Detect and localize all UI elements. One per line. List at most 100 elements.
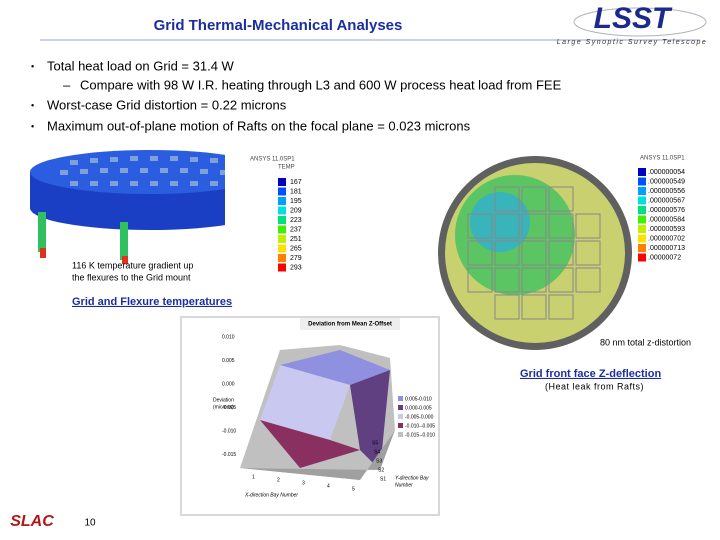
bay	[467, 213, 493, 239]
legend-label: 251	[290, 236, 302, 243]
bullet-marker: •	[31, 100, 34, 110]
legend-swatch	[638, 225, 646, 233]
legend-swatch	[278, 216, 286, 224]
legend-swatch	[398, 396, 403, 401]
caption-line: the flexures to the Grid mount	[72, 272, 191, 282]
caption: 80 nm total z-distortion	[600, 337, 691, 347]
bay	[467, 267, 493, 293]
legend-label: 237	[290, 226, 302, 233]
legend-label: 0.005-0.010	[405, 396, 432, 402]
legend-panel	[225, 150, 300, 280]
bay	[494, 294, 520, 320]
legend-panel	[634, 150, 718, 300]
depth-tick-label: S2	[378, 467, 384, 473]
legend-swatch	[398, 414, 403, 419]
legend-swatch	[278, 235, 286, 243]
surface-patch	[260, 420, 360, 468]
depth-axis-label: Y-direction Bay	[395, 475, 429, 481]
logo-subtitle: Large Synoptic Survey Telescope	[557, 39, 708, 46]
legend-label: .000000054	[648, 169, 685, 176]
legend-swatch	[638, 215, 646, 224]
bay	[548, 186, 574, 212]
depth-tick-label: S4	[374, 449, 380, 455]
face-contour	[470, 192, 530, 252]
legend-swatch	[278, 225, 286, 234]
y-tick-label: 0.005	[222, 358, 235, 364]
legend-swatch	[638, 177, 646, 186]
bullet-text: Total heat load on Grid = 31.4 W	[47, 58, 235, 73]
x-tick-label: 3	[302, 480, 305, 486]
bullet-marker: •	[31, 121, 34, 131]
legend-swatch	[278, 187, 286, 196]
plot-floor	[240, 430, 395, 480]
bay	[494, 186, 520, 212]
figure-link[interactable]: Grid front face Z-deflection	[520, 368, 661, 380]
legend-label: 265	[290, 245, 302, 252]
thermal-figure: ANSYS 11.0SP1 TEMP 167 181 195 209 223 237 251…	[30, 150, 302, 308]
legend-label: .000000584	[648, 216, 685, 223]
y-tick-label: -0.015	[222, 452, 236, 458]
bay	[575, 240, 601, 266]
legend-label: .000000556	[648, 188, 685, 195]
legend-label: .000000567	[648, 197, 685, 204]
bay	[548, 240, 574, 266]
bullet-marker: –	[63, 77, 71, 92]
bay	[575, 267, 601, 293]
thermal-legend: 167 181 195 209 223 237 251 265 279 293	[278, 178, 302, 272]
bullet-marker: •	[31, 61, 34, 71]
y-axis-label: (microns)	[213, 404, 234, 410]
bay-grid	[467, 186, 601, 320]
bay	[521, 213, 547, 239]
legend-label: .000000576	[648, 207, 685, 214]
legend-swatch	[398, 432, 403, 437]
chart-title: Deviation from Mean Z-Offset	[308, 322, 392, 328]
legend-swatch	[398, 423, 403, 428]
legend-swatch	[278, 254, 286, 262]
chart-legend: 0.005-0.010 0.000-0.005 -0.005-0.000 -0.010…	[398, 396, 435, 438]
legend-label: -0.005-0.000	[405, 414, 434, 420]
figure-link[interactable]: Grid and Flexure temperatures	[72, 296, 232, 308]
depth-axis-label: Number	[395, 482, 413, 488]
bay	[521, 267, 547, 293]
legend-swatch	[638, 196, 646, 205]
legend-label: -0.010--0.005	[405, 423, 435, 429]
legend-swatch	[638, 187, 646, 195]
legend-label: -0.015--0.010	[405, 432, 435, 438]
legend-label: .000000593	[648, 226, 685, 233]
surface-patch	[280, 350, 390, 385]
deflection-legend: .000000054 .000000549 .000000556 .000000567…	[638, 168, 685, 262]
y-tick-label: -0.005	[222, 405, 236, 411]
legend-label: .000000713	[648, 245, 685, 252]
legend-label: 223	[290, 217, 302, 224]
x-tick-label: 2	[277, 477, 280, 483]
software-label: ANSYS 11.0SP1	[250, 157, 295, 163]
bay	[548, 213, 574, 239]
y-tick-label: 0.010	[222, 334, 235, 340]
y-tick-label: -0.010	[222, 428, 236, 434]
legend-swatch	[278, 206, 286, 215]
legend-label: 279	[290, 255, 302, 262]
software-label: ANSYS 11.0SP1	[640, 156, 685, 162]
bullet-text: Compare with 98 W I.R. heating through L…	[80, 77, 562, 92]
lsst-logo: LSST Large Synoptic Survey Telescope	[557, 2, 708, 46]
slide-number: 10	[84, 518, 96, 529]
surface-patch	[260, 365, 350, 440]
legend-swatch	[638, 234, 646, 243]
logo-swoosh	[573, 7, 707, 37]
bullet-text: Maximum out-of-plane motion of Rafts on …	[47, 118, 471, 133]
legend-swatch	[278, 197, 286, 205]
legend-label: 209	[290, 207, 302, 214]
surface-chart: Deviation from Mean Z-Offset 0.010 0.005 0…	[180, 316, 440, 516]
depth-tick-label: S5	[372, 440, 378, 446]
legend-swatch	[638, 253, 646, 262]
bay	[575, 213, 601, 239]
legend-swatch	[638, 168, 646, 176]
x-axis-label: X-direction Bay Number	[244, 492, 298, 498]
depth-tick-label: S3	[376, 458, 382, 464]
legend-swatch	[638, 206, 646, 214]
legend-label: 167	[290, 179, 302, 186]
bay	[467, 240, 493, 266]
chart-ticks: 0.010 0.005 0.000 -0.005 -0.010 -0.015 1 2 3 4 5 S5…	[222, 334, 386, 492]
bay	[548, 267, 574, 293]
